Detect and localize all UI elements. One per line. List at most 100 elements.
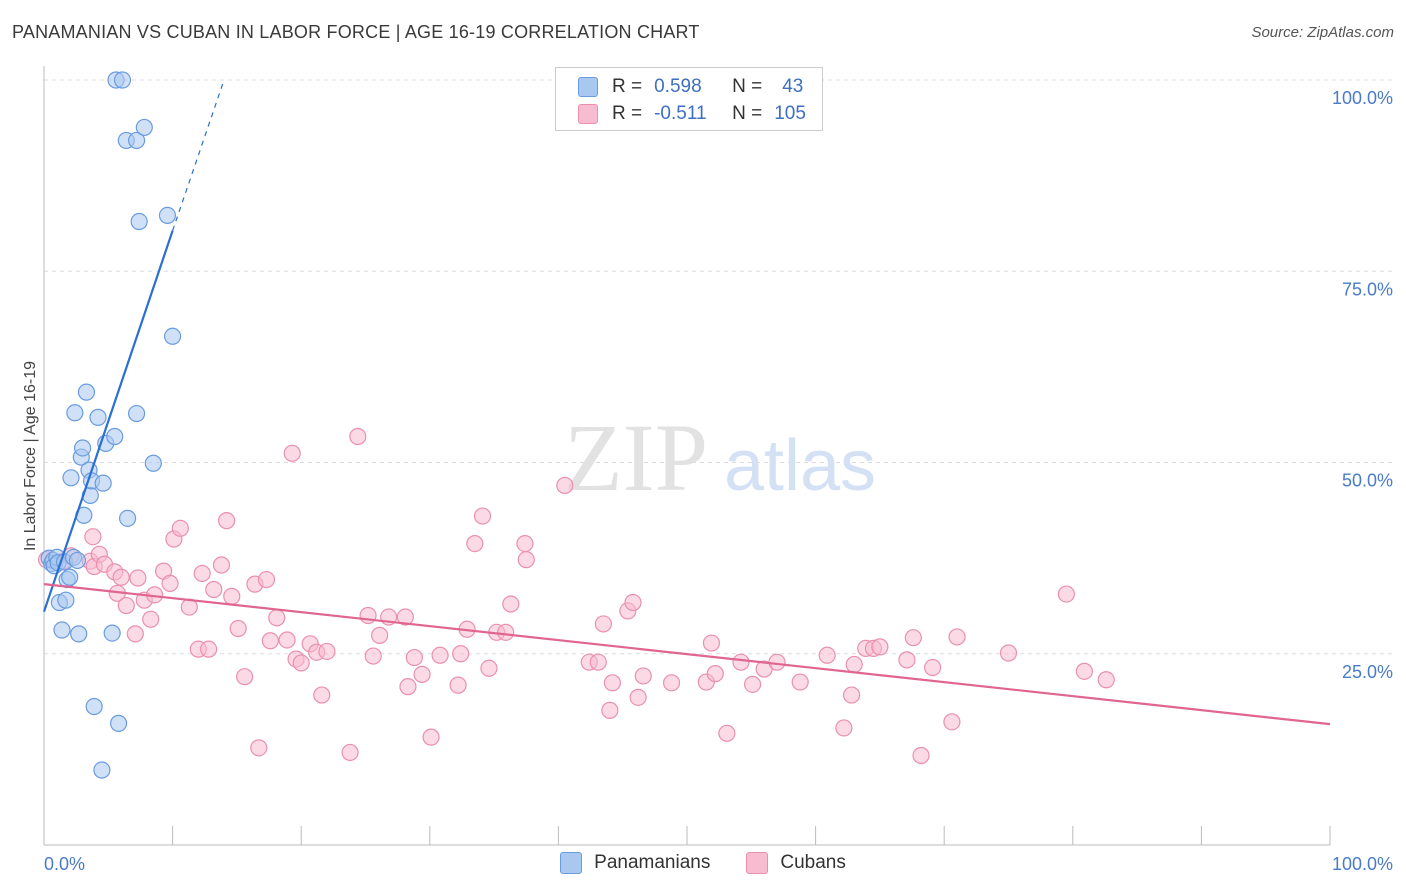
legend-n-value: 43 (782, 76, 804, 97)
panamanian-point (57, 591, 75, 609)
panamanian-point (66, 404, 84, 422)
cuban-point (601, 701, 619, 719)
cuban-point (924, 658, 942, 677)
cuban-point (84, 528, 102, 546)
panamanian-point (135, 118, 153, 137)
cuban-point (1057, 585, 1075, 603)
legend-label-panamanians: Panamanians (594, 852, 711, 873)
cuban-point (212, 556, 231, 574)
cuban-point (318, 642, 336, 661)
cuban-point (399, 678, 417, 696)
cuban-point (718, 724, 736, 742)
cuban-point (236, 668, 254, 686)
grid (44, 79, 1392, 655)
cuban-point (268, 609, 286, 627)
cuban-point (200, 640, 218, 658)
panamanian-trend-line (42, 230, 174, 613)
panamanian-point (94, 474, 112, 492)
legend-swatch-cubans (746, 852, 769, 874)
legend-swatch-panamanian (578, 77, 598, 97)
legend-r-value: -0.511 (654, 103, 707, 124)
panamanian-point (77, 383, 96, 401)
tick-labels: 25.0% 50.0% 75.0% 100.0% 0.0% 100.0% (44, 88, 1393, 874)
panamanian-point (70, 625, 88, 643)
chart-title: PANAMANIAN VS CUBAN IN LABOR FORCE | AGE… (12, 22, 700, 42)
legend-r-label: R = (612, 76, 643, 97)
cuban-point (706, 665, 724, 683)
cuban-point (624, 593, 642, 612)
legend-n-label: N = (732, 76, 763, 97)
panamanian-point (144, 454, 162, 472)
legend-n-label: N = (732, 103, 763, 124)
cuban-point (871, 638, 889, 656)
panamanian-point (127, 404, 146, 423)
watermark-zip: ZIP (564, 404, 708, 511)
cuban-point (250, 739, 268, 757)
cuban-point (283, 444, 301, 462)
cuban-point (431, 646, 449, 664)
cuban-point (845, 655, 863, 674)
cuban-point (413, 665, 431, 684)
cuban-point (313, 686, 331, 704)
panamanian-point (73, 439, 92, 457)
panamanian-point (113, 71, 132, 89)
y-tick-label: 50.0% (1342, 471, 1393, 491)
cuban-point (341, 743, 359, 762)
cuban-point (835, 719, 853, 737)
cuban-point (1075, 662, 1093, 680)
cuban-point (634, 667, 652, 685)
cuban-point (171, 519, 189, 537)
legend-item-cubans[interactable]: Cubans (746, 852, 846, 874)
cuban-point (480, 659, 498, 677)
cuban-point (349, 427, 367, 446)
panamanian-points (40, 71, 182, 779)
cuban-point (743, 675, 762, 693)
source-label: Source: ZipAtlas.com (1251, 24, 1394, 41)
legend-swatch-cuban (578, 104, 598, 124)
cuban-point (223, 587, 241, 605)
legend-swatch-panamanians (560, 852, 583, 874)
cuban-point (502, 595, 520, 613)
cuban-point (517, 551, 535, 569)
panamanian-point (93, 761, 111, 779)
cuban-point (452, 645, 470, 663)
cuban-point (1097, 671, 1115, 689)
cuban-point (732, 653, 750, 671)
cuban-point (768, 653, 786, 671)
y-tick-label: 25.0% (1342, 662, 1393, 682)
cuban-point (261, 632, 279, 650)
cuban-point (112, 568, 130, 586)
legend-item-panamanians[interactable]: Panamanians (560, 852, 710, 874)
cuban-point (371, 626, 389, 644)
cuban-point (662, 674, 681, 692)
y-axis-label: In Labor Force | Age 16-19 (22, 361, 39, 551)
trend-lines (42, 79, 1331, 726)
panamanian-point (164, 327, 182, 345)
legend-row-panamanian: R = 0.598 N = 43 (578, 74, 803, 100)
cuban-point (912, 746, 930, 765)
panamanian-point (130, 212, 148, 231)
cuban-point (405, 648, 423, 667)
series-legend: Panamanians Cubans (0, 852, 1406, 874)
legend-n-value: 105 (774, 103, 806, 124)
cuban-point (943, 713, 961, 731)
cuban-point (629, 688, 647, 706)
cuban-point (205, 580, 223, 599)
cuban-point (556, 476, 574, 495)
x-tick-label: 100.0% (1332, 854, 1393, 874)
legend-r-value: 0.598 (654, 76, 702, 97)
cuban-point (818, 646, 836, 664)
cuban-point (999, 644, 1018, 662)
cuban-point (257, 570, 276, 589)
cuban-point (702, 634, 721, 652)
cuban-point (193, 564, 211, 583)
correlation-legend: R = 0.598 N = 43 R = -0.511 N = 105 (555, 67, 823, 131)
y-tick-label: 75.0% (1342, 279, 1393, 299)
panamanian-point (118, 509, 137, 527)
panamanian-point (103, 624, 121, 642)
panamanian-trend-extension (172, 79, 225, 231)
cuban-point (117, 596, 135, 615)
cuban-point (142, 610, 160, 628)
cuban-point (278, 631, 296, 649)
